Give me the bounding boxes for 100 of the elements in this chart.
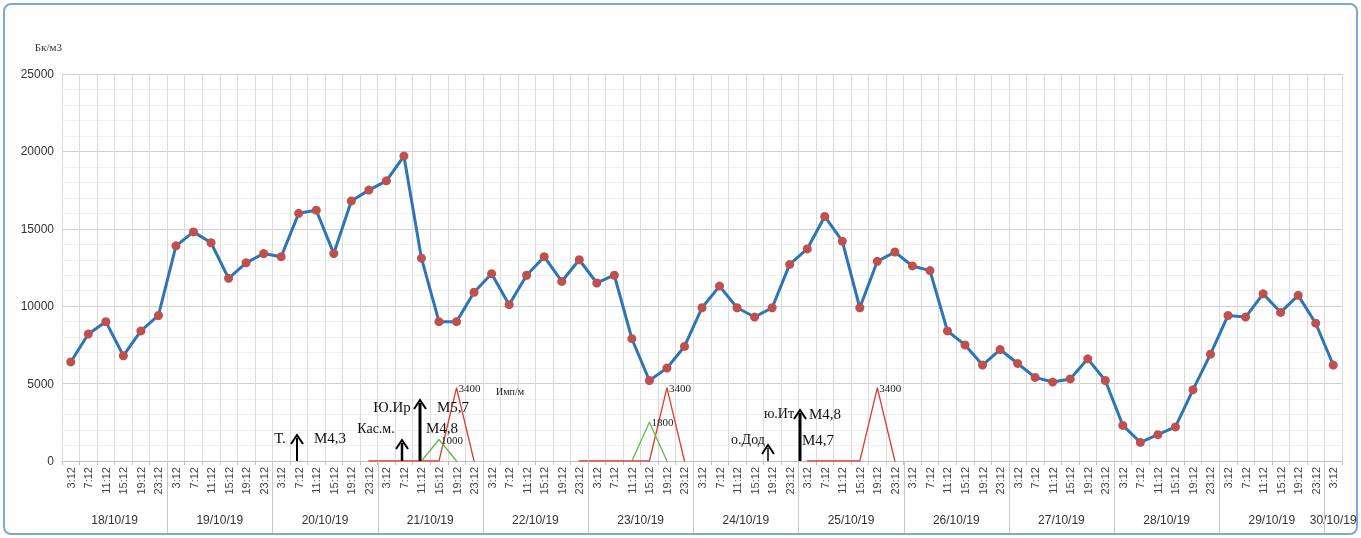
data-label: 3400: [668, 381, 692, 394]
x-tick-label: 3:12: [380, 467, 393, 489]
text: 20/10/19: [301, 513, 349, 527]
annotation: ю.Ит: [763, 406, 795, 422]
x-tick-label: 19:12: [450, 467, 463, 495]
x-tick-label: 23:12: [573, 467, 586, 495]
annotation: M4,3: [313, 429, 347, 447]
x-tick-label: 23:12: [468, 467, 481, 495]
x-tick-label: 7:12: [1239, 467, 1252, 489]
x-tick-label: 7:12: [292, 467, 305, 489]
x-tick-label: 7:12: [713, 467, 726, 489]
x-tick-label: 15:12: [538, 467, 551, 495]
x-tick-label: 15:12: [222, 467, 235, 495]
x-tick-label: 23:12: [1099, 467, 1112, 495]
annotation: Ю.Ир: [373, 398, 411, 416]
x-tick-label: 11:12: [415, 467, 428, 494]
annotation: Т.: [274, 429, 286, 447]
x-tick-label: 23:12: [888, 467, 901, 495]
y-tick-label: 10000: [20, 299, 55, 314]
text: 24/10/19: [722, 513, 770, 527]
x-tick-label: 23:12: [783, 467, 796, 495]
x-tick-label: 19:12: [1186, 467, 1199, 495]
text: 26/10/19: [932, 513, 980, 527]
x-tick-label: 23:12: [678, 467, 691, 495]
text: 19/10/19: [196, 513, 244, 527]
x-tick-label: 11:12: [1151, 467, 1164, 494]
x-tick-label: 23:12: [1204, 467, 1217, 495]
data-label: 3400: [458, 381, 482, 394]
x-tick-label: 3:12: [64, 467, 77, 489]
x-tick-label: 15:12: [432, 467, 445, 495]
x-tick-label: 23:12: [362, 467, 375, 495]
x-tick-label: 19:12: [1292, 467, 1305, 495]
annotation: M4,8: [808, 405, 842, 423]
x-tick-label: 7:12: [1029, 467, 1042, 489]
text: 21/10/19: [406, 513, 454, 527]
x-tick-label: 19:12: [240, 467, 253, 495]
x-tick-label: 3:12: [169, 467, 182, 489]
x-tick-label: 15:12: [117, 467, 130, 495]
text: 23/10/19: [617, 513, 664, 527]
x-tick-label: 3:12: [801, 467, 814, 489]
text: 25/10/19: [827, 513, 875, 527]
text: 28/10/19: [1143, 513, 1191, 527]
x-tick-label: 3:12: [1222, 467, 1235, 489]
x-tick-label: 11:12: [205, 467, 218, 494]
x-tick-label: 3:12: [1011, 467, 1024, 489]
x-tick-label: 15:12: [748, 467, 761, 495]
x-tick-label: 19:12: [1081, 467, 1094, 495]
x-tick-label: 23:12: [257, 467, 270, 495]
data-label: 3400: [879, 381, 902, 394]
x-tick-label: 15:12: [643, 467, 656, 495]
x-tick-label: 7:12: [187, 467, 200, 489]
text: 18/10/19: [91, 513, 138, 527]
y-axis-title: Бк/м3: [34, 40, 63, 53]
x-tick-label: 15:12: [327, 467, 340, 495]
x-tick-label: 3:12: [906, 467, 919, 489]
y-tick-label: 5000: [27, 376, 55, 391]
y-tick-label: 25000: [20, 67, 55, 81]
x-tick-label: 11:12: [99, 467, 112, 494]
x-tick-label: 3:12: [1116, 467, 1129, 489]
y-tick-label: 20000: [20, 144, 55, 159]
x-tick-label: 15:12: [1274, 467, 1287, 495]
x-tick-label: 3:12: [696, 467, 708, 489]
y-tick-label: 15000: [20, 221, 55, 236]
x-tick-label: 3:12: [275, 467, 288, 489]
text: 29/10/19: [1248, 513, 1296, 527]
x-tick-label: 7:12: [82, 467, 95, 489]
x-tick-label: 11:12: [941, 467, 954, 494]
x-tick-label: 19:12: [134, 467, 147, 495]
annotation: о.Дод: [731, 432, 765, 448]
text: 30/10/19: [1309, 513, 1357, 527]
annotation: Имп/м: [495, 385, 525, 397]
x-tick-label: 15:12: [959, 467, 972, 495]
x-tick-label: 3:12: [590, 467, 603, 489]
annotation: M4,7: [801, 431, 835, 449]
x-tick-label: 19:12: [660, 467, 673, 495]
annotation: Кас.м.: [357, 421, 395, 437]
x-tick-label: 3:12: [485, 467, 498, 489]
x-tick-label: 11:12: [625, 467, 638, 494]
x-tick-label: 7:12: [818, 467, 831, 489]
x-tick-label: 23:12: [152, 467, 165, 495]
x-tick-label: 7:12: [397, 467, 410, 489]
x-tick-label: 11:12: [520, 467, 533, 494]
x-tick-label: 7:12: [608, 467, 621, 489]
x-tick-label: 19:12: [976, 467, 989, 495]
x-tick-label: 15:12: [853, 467, 866, 495]
x-tick-label: 7:12: [1134, 467, 1147, 489]
x-tick-label: 3:12: [1327, 467, 1340, 489]
x-tick-label: 23:12: [1309, 467, 1322, 495]
x-tick-label: 19:12: [345, 467, 358, 495]
x-tick-label: 11:12: [836, 467, 849, 494]
x-tick-label: 7:12: [923, 467, 936, 489]
x-tick-label: 11:12: [310, 467, 323, 494]
x-tick-label: 11:12: [731, 467, 744, 494]
x-tick-label: 11:12: [1257, 467, 1270, 494]
text: 27/10/19: [1038, 513, 1085, 527]
x-tick-label: 7:12: [503, 467, 516, 489]
x-tick-label: 11:12: [1046, 467, 1059, 494]
x-tick-label: 15:12: [1169, 467, 1182, 495]
x-tick-label: 15:12: [1064, 467, 1077, 495]
text: 22/10/19: [512, 513, 559, 527]
